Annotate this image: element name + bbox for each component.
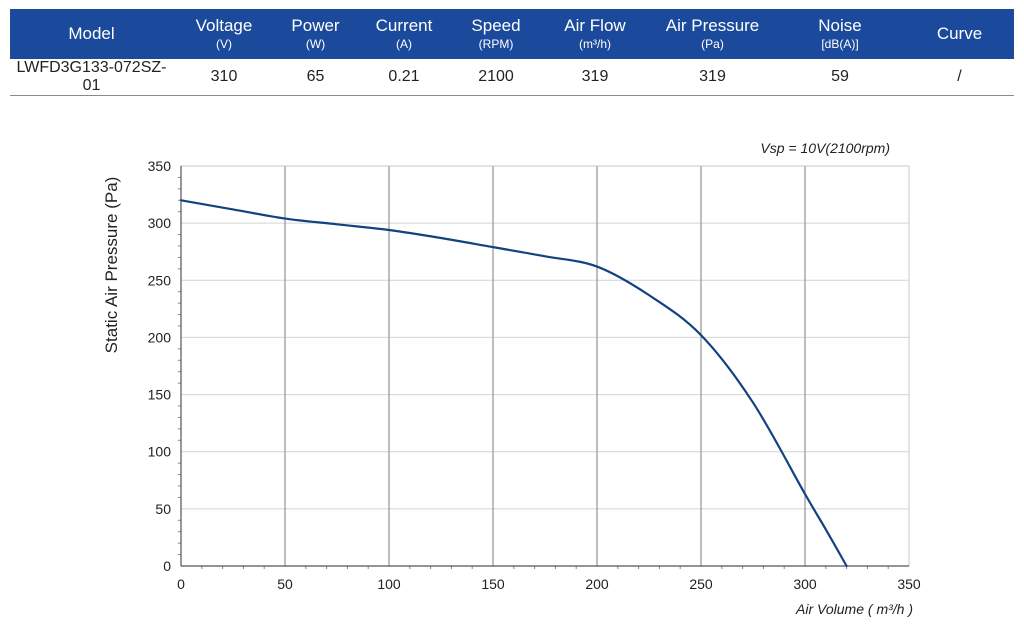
header-air-pressure: Air Pressure (Pa) xyxy=(650,9,775,59)
header-voltage: Voltage (V) xyxy=(173,9,275,59)
series-line xyxy=(179,199,848,568)
y-axis-title: Static Air Pressure (Pa) xyxy=(102,177,121,354)
header-curve: Curve xyxy=(905,9,1014,59)
value-voltage: 310 xyxy=(210,68,238,85)
header-air-pressure-name: Air Pressure xyxy=(665,16,760,35)
plot-frame xyxy=(180,165,910,567)
y-tick-label: 0 xyxy=(163,558,171,574)
y-tick-label: 150 xyxy=(148,387,172,403)
header-current: Current (A) xyxy=(356,9,452,59)
chart-grid xyxy=(181,166,909,566)
header-speed: Speed (RPM) xyxy=(452,9,540,59)
value-power: 65 xyxy=(306,68,325,85)
header-curve-name: Curve xyxy=(936,24,983,43)
y-tick-label: 350 xyxy=(148,158,172,174)
x-tick-label: 50 xyxy=(277,576,293,592)
y-tick-label: 50 xyxy=(155,501,171,517)
header-power-unit: (W) xyxy=(305,37,326,51)
header-speed-unit: (RPM) xyxy=(478,37,514,51)
value-model: LWFD3G133-072SZ-01 xyxy=(16,59,167,94)
header-current-unit: (A) xyxy=(396,37,412,51)
y-tick-label: 100 xyxy=(148,444,172,460)
value-speed: 2100 xyxy=(478,68,514,85)
chart-annotation: Vsp = 10V(2100rpm) xyxy=(760,140,890,156)
value-current: 0.21 xyxy=(388,68,420,85)
header-air-flow: Air Flow (m³/h) xyxy=(540,9,650,59)
header-noise-name: Noise xyxy=(818,16,862,35)
header-model: Model xyxy=(10,9,173,59)
header-power-name: Power xyxy=(291,16,340,35)
header-voltage-unit: (V) xyxy=(216,37,232,51)
chart-frame xyxy=(180,165,910,567)
header-air-flow-unit: (m³/h) xyxy=(579,37,611,51)
x-axis-title: Air Volume ( m³/h ) xyxy=(795,601,913,617)
header-noise: Noise [dB(A)] xyxy=(775,9,905,59)
x-tick-label: 150 xyxy=(481,576,505,592)
header-model-name: Model xyxy=(68,24,115,43)
header-voltage-name: Voltage xyxy=(195,16,253,35)
header-power: Power (W) xyxy=(275,9,356,59)
x-tick-label: 100 xyxy=(377,576,401,592)
value-noise: 59 xyxy=(831,68,849,85)
x-tick-label: 250 xyxy=(689,576,713,592)
header-current-name: Current xyxy=(375,16,433,35)
header-air-flow-name: Air Flow xyxy=(564,16,626,35)
x-tick-labels: 0 50 100 150 200 250 300 350 xyxy=(177,576,921,592)
value-curve: / xyxy=(957,68,962,85)
value-air-pressure: 319 xyxy=(699,68,726,85)
x-tick-label: 350 xyxy=(897,576,921,592)
header-air-pressure-unit: (Pa) xyxy=(701,37,724,51)
header-speed-name: Speed xyxy=(471,16,521,35)
x-tick-label: 300 xyxy=(793,576,817,592)
header-noise-unit: [dB(A)] xyxy=(821,37,859,51)
x-tick-label: 0 xyxy=(177,576,185,592)
value-air-flow: 319 xyxy=(581,68,609,85)
x-tick-label: 200 xyxy=(585,576,609,592)
spec-table-row: LWFD3G133-072SZ-01 310 65 0.21 2100 319 … xyxy=(10,59,1014,96)
y-tick-label: 200 xyxy=(148,329,172,345)
y-tick-label: 300 xyxy=(148,215,172,231)
y-tick-label: 250 xyxy=(148,272,172,288)
y-tick-labels: 0 50 100 150 200 250 300 350 xyxy=(148,158,172,574)
spec-table: Model Voltage (V) Power (W) Current (A) … xyxy=(10,9,1014,96)
spec-table-header: Model Voltage (V) Power (W) Current (A) … xyxy=(10,9,1014,59)
